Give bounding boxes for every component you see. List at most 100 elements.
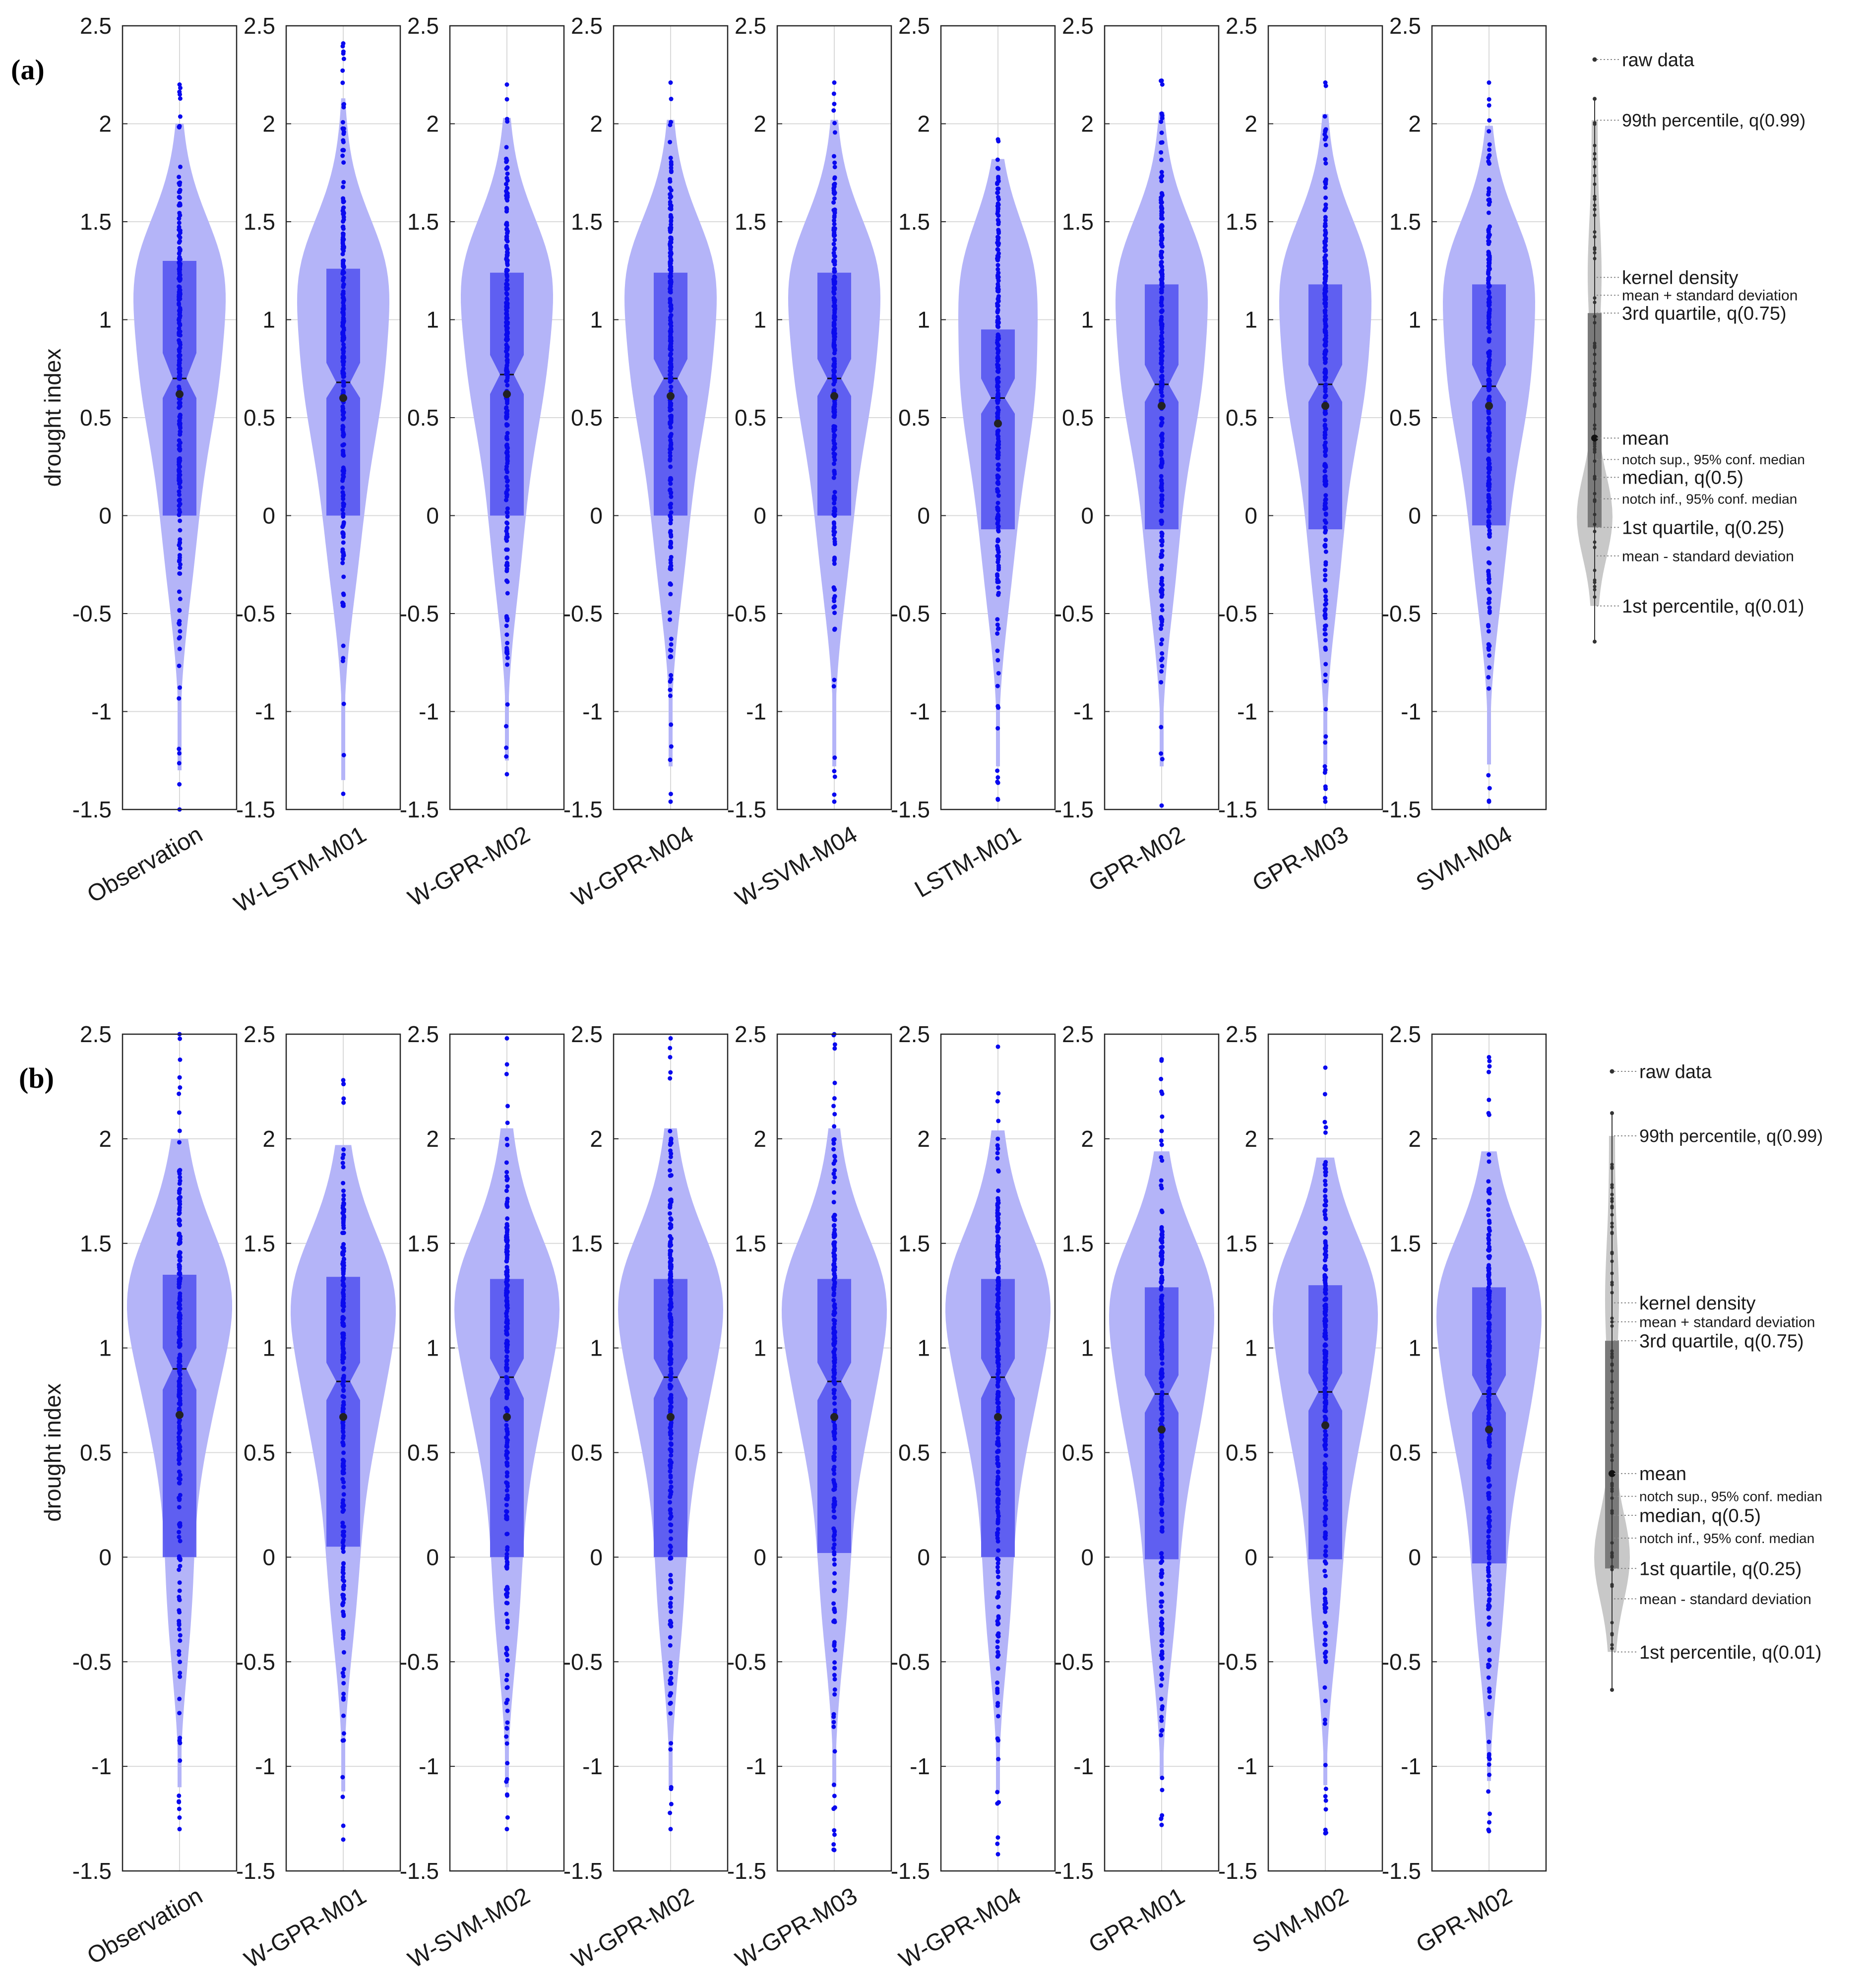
data-point <box>669 1609 674 1614</box>
data-point <box>668 1511 673 1516</box>
data-point <box>1159 1643 1164 1648</box>
data-point <box>832 317 837 322</box>
data-point <box>668 400 673 405</box>
data-point <box>668 457 673 462</box>
y-tick-label: 1 <box>262 1335 275 1361</box>
data-point <box>669 1371 674 1376</box>
data-point <box>832 1542 837 1547</box>
data-point <box>1487 786 1492 791</box>
data-point <box>1323 161 1328 166</box>
data-point <box>1159 191 1164 196</box>
data-point <box>504 1277 509 1282</box>
data-point <box>668 1168 673 1173</box>
y-tick-label: 0 <box>1244 503 1257 529</box>
data-point-min <box>504 1827 509 1832</box>
y-tick-label: 2.5 <box>571 13 603 39</box>
data-point <box>1160 519 1165 524</box>
data-point <box>1160 330 1165 335</box>
y-tick-label: 1.5 <box>571 1231 603 1256</box>
raw-data-points <box>1159 1057 1165 1827</box>
legend-dot <box>1593 207 1597 211</box>
data-point <box>1159 641 1164 646</box>
data-point <box>995 521 1000 526</box>
data-point <box>832 209 837 214</box>
data-point <box>996 1259 1001 1264</box>
mean-marker <box>667 1413 675 1421</box>
data-point <box>341 1263 346 1268</box>
y-tick-label: 2.5 <box>1389 13 1421 39</box>
data-point <box>177 1279 182 1284</box>
data-point <box>1159 1155 1164 1160</box>
data-point <box>1159 578 1164 583</box>
data-point <box>505 479 510 484</box>
data-point <box>831 461 836 466</box>
data-point <box>1487 321 1491 326</box>
data-point <box>1160 380 1165 385</box>
y-tick-label: -0.5 <box>1055 601 1094 626</box>
data-point <box>504 1396 509 1401</box>
data-point <box>341 327 346 332</box>
data-point <box>177 220 182 225</box>
data-point <box>832 1450 837 1455</box>
raw-data-points <box>831 1032 837 1853</box>
data-point <box>669 257 674 262</box>
data-point <box>1159 669 1164 674</box>
data-point <box>832 1433 837 1438</box>
data-point <box>668 1500 673 1505</box>
data-point <box>1323 573 1328 578</box>
data-point <box>1323 195 1328 200</box>
violin-subplot: -1.5-1-0.500.511.522.5W-GPR-M02 <box>563 1021 729 1973</box>
data-point <box>995 385 1000 390</box>
data-point <box>1159 434 1164 438</box>
data-point <box>996 213 1001 218</box>
data-point <box>995 775 1000 780</box>
data-point <box>340 524 345 529</box>
data-point <box>1322 358 1327 363</box>
data-point <box>996 705 1001 710</box>
data-point <box>669 97 674 102</box>
data-point <box>1159 1683 1164 1688</box>
data-point <box>1159 351 1164 356</box>
data-point <box>505 1658 510 1663</box>
y-tick-label: 1.5 <box>407 1231 439 1256</box>
data-point <box>177 1535 182 1540</box>
data-point <box>177 1262 182 1267</box>
y-tick-label: -0.5 <box>400 601 439 626</box>
data-point <box>504 491 509 496</box>
data-point <box>341 1567 346 1572</box>
data-point <box>832 344 837 349</box>
y-tick-label: -1.5 <box>400 1858 439 1884</box>
data-point <box>668 1529 673 1534</box>
y-tick-label: 2.5 <box>80 1021 112 1047</box>
data-point <box>995 1431 1000 1436</box>
data-point <box>831 277 836 282</box>
y-tick-label: 2 <box>426 1126 439 1152</box>
data-point <box>340 80 345 85</box>
data-point <box>995 235 1000 240</box>
mean-marker <box>1485 402 1493 410</box>
data-point <box>341 1463 346 1468</box>
data-point <box>178 1258 183 1263</box>
data-point <box>1487 437 1491 442</box>
y-tick-label: 1.5 <box>1062 209 1094 235</box>
data-point <box>1159 554 1164 559</box>
data-point <box>341 1492 346 1497</box>
data-point <box>995 500 1000 505</box>
data-point <box>1323 537 1328 542</box>
legend-mean-marker <box>1591 435 1598 442</box>
data-point <box>669 1266 674 1271</box>
data-point <box>831 154 836 159</box>
data-point <box>832 1642 837 1647</box>
panel-a-label: (a) <box>11 54 45 86</box>
data-point <box>1160 493 1165 498</box>
data-point <box>1160 1392 1165 1397</box>
legend-dot <box>1593 230 1597 234</box>
data-point <box>505 640 510 645</box>
data-point <box>178 1473 183 1478</box>
data-point <box>995 241 1000 246</box>
data-point <box>832 1749 837 1754</box>
data-point <box>177 320 182 325</box>
data-point <box>995 1622 1000 1627</box>
data-point <box>504 320 509 325</box>
y-tick-label: 1 <box>99 1335 112 1361</box>
